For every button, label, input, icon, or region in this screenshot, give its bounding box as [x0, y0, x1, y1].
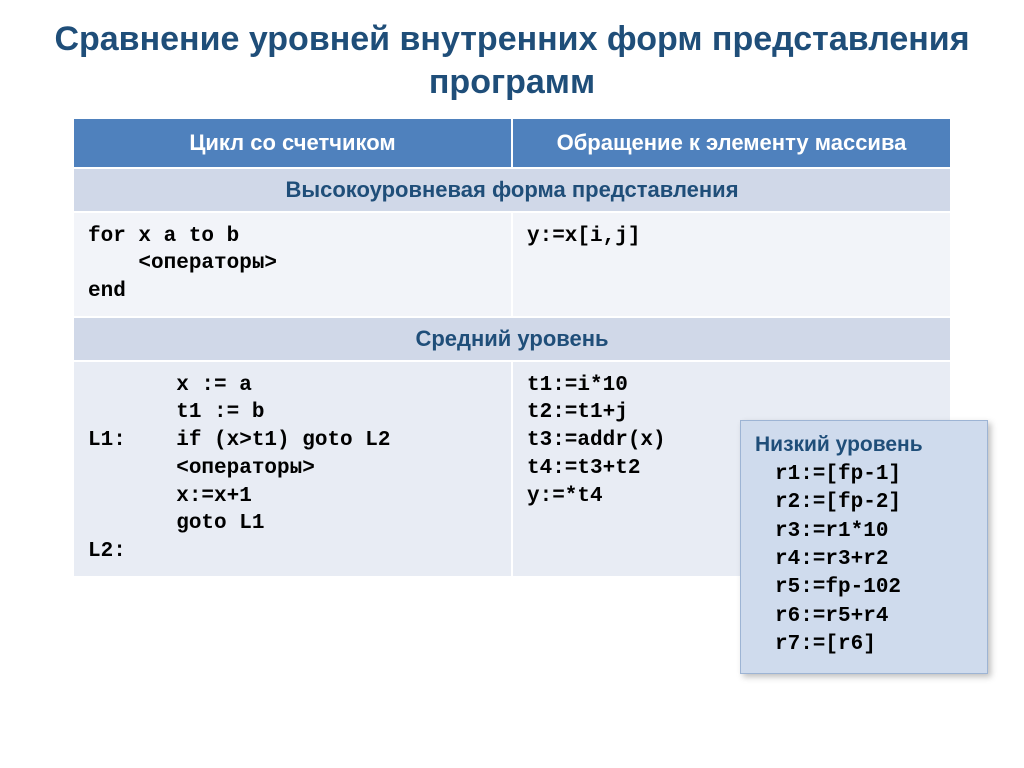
- high-level-loop-code: for x a to b <операторы> end: [73, 212, 512, 317]
- slide-title: Сравнение уровней внутренних форм предст…: [30, 18, 994, 103]
- column-header-array: Обращение к элементу массива: [512, 118, 951, 168]
- column-header-loop: Цикл со счетчиком: [73, 118, 512, 168]
- section-mid-level: Средний уровень: [73, 317, 951, 361]
- slide: Сравнение уровней внутренних форм предст…: [0, 0, 1024, 768]
- mid-level-loop-code: x := a t1 := b L1: if (x>t1) goto L2 <оп…: [73, 361, 512, 577]
- low-level-callout: Низкий уровень r1:=[fp-1] r2:=[fp-2] r3:…: [740, 420, 988, 674]
- callout-code: r1:=[fp-1] r2:=[fp-2] r3:=r1*10 r4:=r3+r…: [755, 461, 973, 659]
- section-high-level: Высокоуровневая форма представления: [73, 168, 951, 212]
- high-level-array-code: y:=x[i,j]: [512, 212, 951, 317]
- callout-title: Низкий уровень: [755, 433, 973, 457]
